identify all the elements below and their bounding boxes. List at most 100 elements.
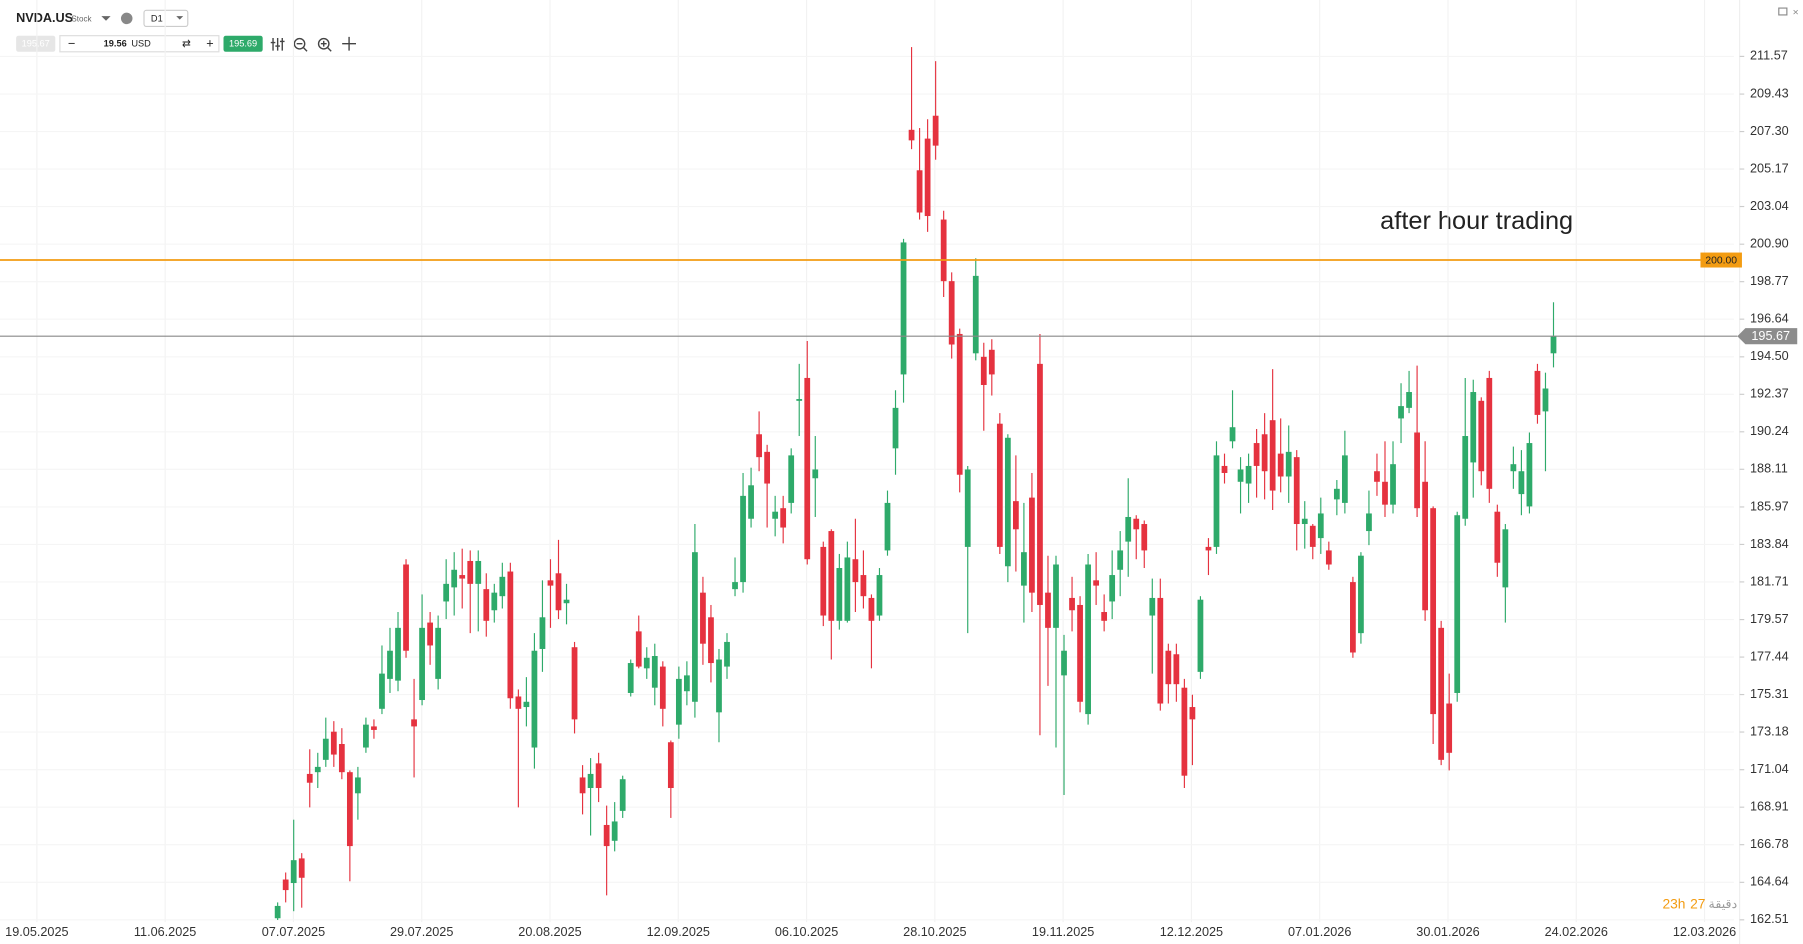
candle-body xyxy=(555,573,562,611)
x-tick-label: 24.02.2026 xyxy=(1545,925,1608,939)
candle-body xyxy=(435,627,442,679)
timeframe: D1 xyxy=(151,13,163,23)
x-tick-label: 28.10.2025 xyxy=(903,925,966,939)
volume: 19.56 xyxy=(104,39,127,49)
candle-body xyxy=(764,451,771,484)
candle-body xyxy=(700,592,706,644)
sell-button[interactable] xyxy=(16,35,56,52)
candle-body xyxy=(1012,501,1019,530)
x-tick-label: 19.05.2025 xyxy=(5,925,68,939)
candle-body xyxy=(595,763,602,789)
candle-body xyxy=(1237,469,1244,482)
candle-body xyxy=(1390,464,1396,505)
y-tick-label: 175.31 xyxy=(1750,687,1789,701)
x-tick-label: 06.10.2025 xyxy=(775,925,838,939)
candle-body xyxy=(844,557,851,621)
annotation: after hour trading xyxy=(1380,207,1573,235)
y-tick-label: 166.78 xyxy=(1750,837,1789,851)
y-tick-label: 164.64 xyxy=(1750,875,1789,889)
candle-body xyxy=(892,407,899,449)
candle-body xyxy=(403,564,409,651)
candle-body xyxy=(1053,564,1059,628)
y-tick-label: 190.24 xyxy=(1750,424,1789,438)
candle-body xyxy=(1269,420,1276,491)
candle-body xyxy=(1454,515,1461,693)
symbol[interactable]: NVDA.US xyxy=(16,11,73,25)
candle-body xyxy=(1261,434,1268,472)
window-icon[interactable] xyxy=(1778,7,1788,16)
candle-body xyxy=(346,772,353,847)
candle-body xyxy=(322,738,329,760)
candle-body xyxy=(1285,451,1292,477)
candle-body xyxy=(932,115,939,146)
candle-body xyxy=(1534,370,1541,415)
candle-body xyxy=(1021,552,1027,586)
candle-body xyxy=(772,511,779,519)
candle-body xyxy=(651,656,658,688)
candle-body xyxy=(627,663,634,693)
candle-body xyxy=(1438,627,1445,760)
x-tick-label: 12.12.2025 xyxy=(1160,925,1223,939)
candle-body xyxy=(587,773,594,789)
candle-body xyxy=(371,726,377,730)
candle-body xyxy=(306,773,313,783)
dropdown-arrow xyxy=(176,16,184,20)
candle-body xyxy=(603,824,610,847)
candle-body xyxy=(483,589,490,621)
candle-body xyxy=(1037,363,1043,605)
candle-body xyxy=(964,469,971,547)
candle-body xyxy=(1317,513,1324,539)
candle-body xyxy=(1085,564,1091,715)
y-tick-label: 177.44 xyxy=(1750,649,1789,663)
x-tick-label: 19.11.2025 xyxy=(1032,925,1094,939)
candle-body xyxy=(395,627,401,681)
minus[interactable]: − xyxy=(68,37,75,51)
tool-icons[interactable] xyxy=(270,36,356,52)
x-tick-label: 07.07.2025 xyxy=(262,925,325,939)
y-tick-label: 200.90 xyxy=(1750,237,1789,251)
candle-body xyxy=(1229,427,1236,442)
buy-button[interactable] xyxy=(223,35,263,52)
current-price-label: 195.67 xyxy=(1751,329,1790,343)
candle-body xyxy=(1526,443,1533,507)
candle-body xyxy=(836,568,843,621)
candle-body xyxy=(338,744,345,773)
swap-icon[interactable]: ⇄ xyxy=(182,39,191,50)
candle-body xyxy=(724,641,730,667)
candle-body xyxy=(531,650,538,748)
candle-body xyxy=(1213,455,1220,547)
candle-body xyxy=(1109,575,1116,602)
candle-body xyxy=(499,576,506,597)
candle-body xyxy=(796,399,803,401)
candle-body xyxy=(427,622,433,646)
candle-body xyxy=(1141,524,1148,551)
candle-body xyxy=(363,724,369,748)
level-label-box xyxy=(1700,252,1742,268)
candle-body xyxy=(1117,550,1124,570)
candle-body xyxy=(467,560,474,584)
candle-body xyxy=(980,356,987,385)
candle-body xyxy=(571,647,578,720)
plus[interactable]: + xyxy=(206,37,213,51)
info-icon[interactable] xyxy=(120,12,133,25)
countdown-hours: 23h xyxy=(1662,896,1685,912)
dropdown-arrow[interactable] xyxy=(101,16,111,21)
candle-body xyxy=(314,766,321,773)
candle-body xyxy=(780,508,787,528)
timeframe-select[interactable] xyxy=(143,9,189,28)
candle-body xyxy=(1133,518,1140,530)
candle-body xyxy=(740,495,746,583)
volume-box[interactable] xyxy=(59,35,220,53)
y-tick-label: 211.57 xyxy=(1750,49,1788,63)
y-tick-label: 183.84 xyxy=(1750,537,1789,551)
candle-body xyxy=(274,905,281,919)
x-tick-label: 12.09.2025 xyxy=(647,925,710,939)
candle-body xyxy=(1165,650,1172,685)
candle-body xyxy=(1478,400,1485,472)
candle-body xyxy=(972,275,979,354)
candle-body xyxy=(1494,511,1501,563)
candle-body xyxy=(916,170,923,213)
candle-body xyxy=(1422,481,1428,611)
close-icon[interactable]: × xyxy=(1793,7,1799,18)
